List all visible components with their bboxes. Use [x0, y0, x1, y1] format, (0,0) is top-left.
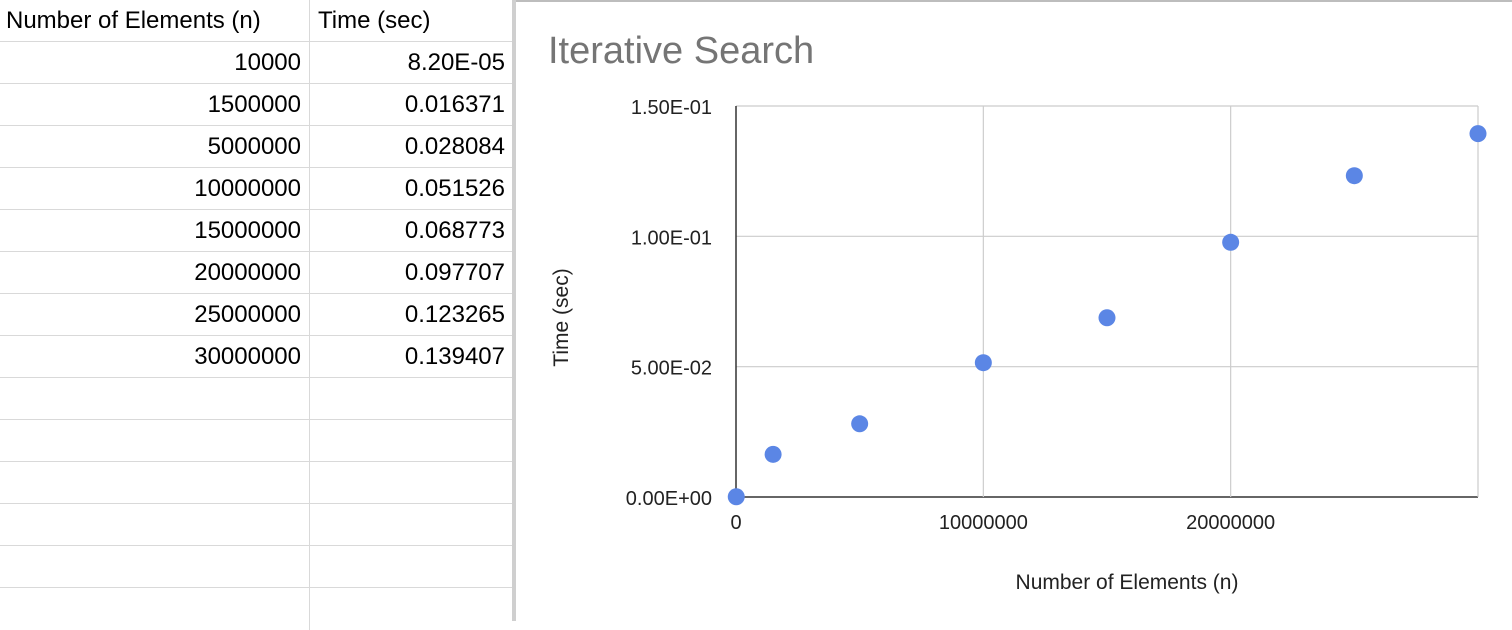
x-tick-label: 0 — [730, 512, 741, 534]
cell-n[interactable]: 15000000 — [0, 210, 310, 252]
cell-time[interactable]: 0.123265 — [404, 301, 505, 328]
data-point — [974, 354, 992, 372]
header-row: Number of Elements (n) Time (sec) — [0, 0, 512, 42]
empty-cell[interactable] — [0, 462, 310, 504]
empty-cell[interactable] — [0, 546, 310, 588]
empty-row — [0, 378, 512, 420]
empty-cell[interactable] — [0, 588, 310, 630]
cell-time[interactable]: 0.068773 — [404, 217, 505, 244]
y-tick-label: 1.50E-01 — [631, 97, 712, 119]
data-point — [1469, 125, 1487, 143]
cell-n[interactable]: 5000000 — [0, 126, 310, 168]
table-row: 15000000 0.068773 — [0, 210, 512, 252]
cell-time[interactable]: 0.028084 — [404, 133, 505, 160]
y-tick-label: 0.00E+00 — [626, 488, 712, 510]
cell-n[interactable]: 10000 — [0, 42, 310, 84]
chart-title: Iterative Search — [548, 30, 815, 72]
x-tick-label: 20000000 — [1186, 512, 1275, 534]
data-point — [1345, 167, 1363, 185]
table-row: 1500000 0.016371 — [0, 84, 512, 126]
embedded-chart[interactable]: Iterative Search 0.00E+00 5.00E-02 1.00E-0… — [516, 0, 1512, 621]
x-tick-label: 10000000 — [939, 512, 1028, 534]
scatter-plot: 0.00E+00 5.00E-02 1.00E-01 1.50E-01 0 1000000… — [550, 97, 1487, 594]
cell-time[interactable]: 8.20E-05 — [407, 49, 505, 76]
chart-border — [512, 0, 516, 621]
empty-cell[interactable] — [310, 504, 512, 546]
data-point — [851, 415, 869, 433]
empty-cell[interactable] — [0, 420, 310, 462]
header-cell-n[interactable]: Number of Elements (n) — [0, 0, 310, 42]
table-row: 20000000 0.097707 — [0, 252, 512, 294]
y-axis-title: Time (sec) — [550, 268, 573, 366]
table-row: 30000000 0.139407 — [0, 336, 512, 378]
data-point — [1098, 309, 1116, 327]
cell-time[interactable]: 0.097707 — [404, 259, 505, 286]
empty-cell[interactable] — [310, 588, 512, 630]
empty-row — [0, 504, 512, 546]
cell-time[interactable]: 0.051526 — [404, 175, 505, 202]
data-point — [764, 445, 782, 463]
cell-n[interactable]: 1500000 — [0, 84, 310, 126]
y-tick-label: 5.00E-02 — [631, 358, 712, 380]
table-row: 10000 8.20E-05 — [0, 42, 512, 84]
empty-row — [0, 462, 512, 504]
empty-cell[interactable] — [310, 546, 512, 588]
table-row: 10000000 0.051526 — [0, 168, 512, 210]
empty-cell[interactable] — [0, 504, 310, 546]
data-point — [1222, 233, 1240, 251]
empty-row — [0, 546, 512, 588]
spreadsheet-grid: Number of Elements (n) Time (sec) 10000 … — [0, 0, 512, 630]
data-point — [727, 488, 745, 506]
y-tick-label: 1.00E-01 — [631, 227, 712, 249]
empty-cell[interactable] — [0, 378, 310, 420]
x-axis-title: Number of Elements (n) — [1016, 571, 1239, 594]
cell-n[interactable]: 20000000 — [0, 252, 310, 294]
cell-n[interactable]: 30000000 — [0, 336, 310, 378]
empty-row — [0, 420, 512, 462]
header-cell-time[interactable]: Time (sec) — [318, 7, 431, 34]
empty-cell[interactable] — [310, 420, 512, 462]
table-row: 5000000 0.028084 — [0, 126, 512, 168]
empty-cell[interactable] — [310, 462, 512, 504]
cell-time[interactable]: 0.139407 — [404, 343, 505, 370]
empty-row — [0, 588, 512, 630]
cell-n[interactable]: 10000000 — [0, 168, 310, 210]
empty-cell[interactable] — [310, 378, 512, 420]
cell-n[interactable]: 25000000 — [0, 294, 310, 336]
cell-time[interactable]: 0.016371 — [404, 91, 505, 118]
table-row: 25000000 0.123265 — [0, 294, 512, 336]
